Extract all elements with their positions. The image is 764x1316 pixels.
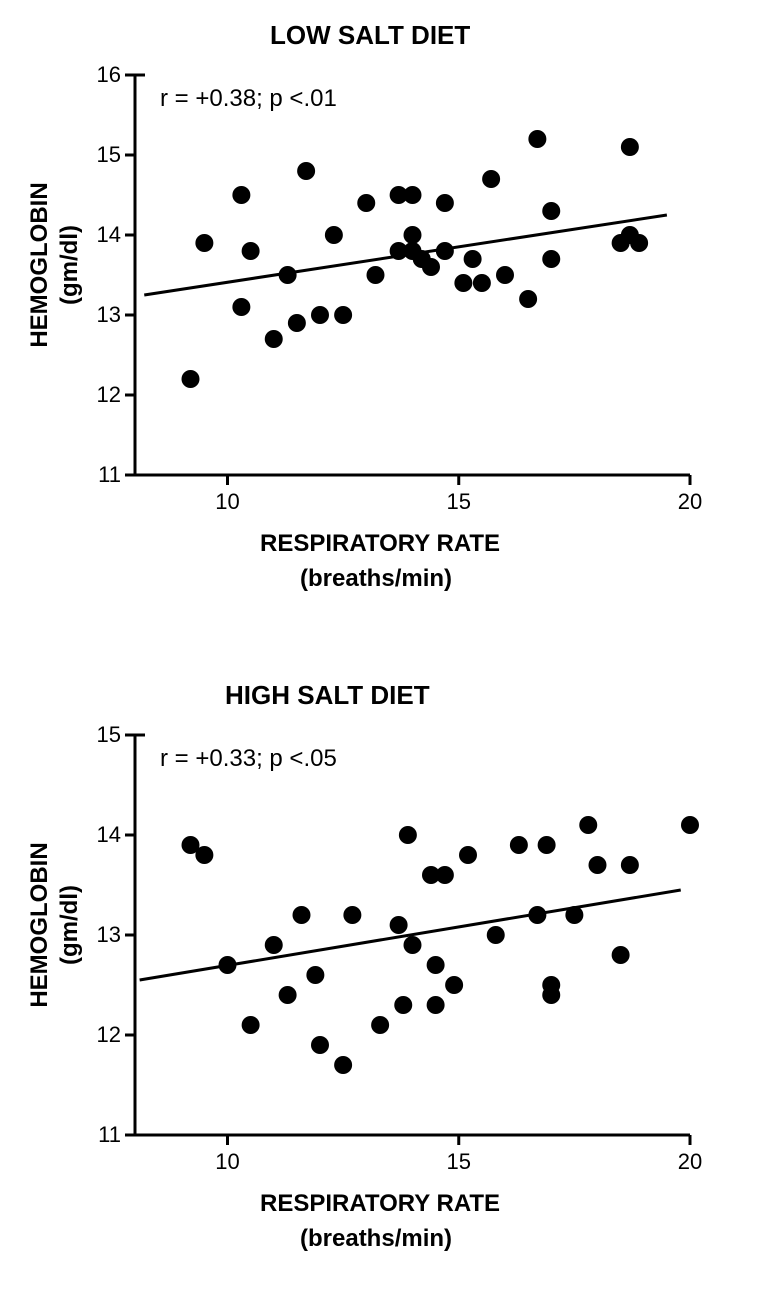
data-point <box>612 946 630 964</box>
data-point <box>343 906 361 924</box>
data-point <box>464 250 482 268</box>
data-point <box>371 1016 389 1034</box>
data-point <box>279 986 297 1004</box>
y-tick-label: 12 <box>97 1022 121 1048</box>
data-point <box>589 856 607 874</box>
x-tick-label: 20 <box>678 1149 702 1175</box>
data-point <box>630 234 648 252</box>
data-point <box>195 234 213 252</box>
data-point <box>579 816 597 834</box>
x-tick-label: 20 <box>678 489 702 515</box>
data-point <box>538 836 556 854</box>
data-point <box>311 1036 329 1054</box>
x-tick-label: 15 <box>447 1149 471 1175</box>
data-point <box>542 250 560 268</box>
data-point <box>404 226 422 244</box>
data-point <box>219 956 237 974</box>
data-point <box>265 330 283 348</box>
data-point <box>427 996 445 1014</box>
y-axis-label: HEMOGLOBIN <box>26 842 54 1007</box>
data-point <box>394 996 412 1014</box>
y-tick-label: 13 <box>97 922 121 948</box>
data-point <box>242 242 260 260</box>
data-point <box>232 298 250 316</box>
data-point <box>422 258 440 276</box>
data-point <box>334 1056 352 1074</box>
x-tick-label: 10 <box>215 489 239 515</box>
data-point <box>427 956 445 974</box>
data-point <box>436 194 454 212</box>
x-axis-label: RESPIRATORY RATE <box>260 530 500 558</box>
data-point <box>232 186 250 204</box>
data-point <box>334 306 352 324</box>
data-point <box>482 170 500 188</box>
data-point <box>390 916 408 934</box>
y-axis-units: (gm/dl) <box>56 885 84 965</box>
data-point <box>293 906 311 924</box>
y-tick-label: 12 <box>97 382 121 408</box>
data-point <box>399 826 417 844</box>
data-point <box>404 936 422 954</box>
data-point <box>565 906 583 924</box>
data-point <box>445 976 463 994</box>
data-point <box>473 274 491 292</box>
data-point <box>357 194 375 212</box>
data-point <box>519 290 537 308</box>
y-tick-label: 11 <box>98 1122 121 1148</box>
x-axis-units: (breaths/min) <box>300 1225 452 1253</box>
data-point <box>621 138 639 156</box>
data-point <box>288 314 306 332</box>
data-point <box>436 866 454 884</box>
y-tick-label: 15 <box>97 142 121 168</box>
y-axis-label: HEMOGLOBIN <box>26 182 54 347</box>
data-point <box>621 856 639 874</box>
x-axis-units: (breaths/min) <box>300 565 452 593</box>
y-tick-label: 14 <box>97 822 121 848</box>
data-point <box>528 130 546 148</box>
x-tick-label: 15 <box>447 489 471 515</box>
data-point <box>459 846 477 864</box>
data-point <box>542 202 560 220</box>
data-point <box>681 816 699 834</box>
data-point <box>265 936 283 954</box>
x-axis-label: RESPIRATORY RATE <box>260 1190 500 1218</box>
data-point <box>325 226 343 244</box>
chart-panel-top: LOW SALT DIETr = +0.38; p <.01RESPIRATOR… <box>0 0 764 640</box>
y-tick-label: 13 <box>97 302 121 328</box>
y-tick-label: 16 <box>97 62 121 88</box>
data-point <box>367 266 385 284</box>
data-point <box>195 846 213 864</box>
chart-panel-bottom: HIGH SALT DIETr = +0.33; p <.05RESPIRATO… <box>0 660 764 1300</box>
scatter-plot <box>105 705 720 1165</box>
data-point <box>487 926 505 944</box>
data-point <box>311 306 329 324</box>
data-point <box>297 162 315 180</box>
data-point <box>306 966 324 984</box>
data-point <box>454 274 472 292</box>
y-tick-label: 15 <box>97 722 121 748</box>
data-point <box>404 186 422 204</box>
data-point <box>542 976 560 994</box>
data-point <box>242 1016 260 1034</box>
x-tick-label: 10 <box>215 1149 239 1175</box>
data-point <box>496 266 514 284</box>
y-tick-label: 14 <box>97 222 121 248</box>
data-point <box>182 370 200 388</box>
data-point <box>528 906 546 924</box>
y-axis-units: (gm/dl) <box>56 225 84 305</box>
y-tick-label: 11 <box>98 462 121 488</box>
data-point <box>436 242 454 260</box>
scatter-plot <box>105 45 720 505</box>
data-point <box>279 266 297 284</box>
data-point <box>510 836 528 854</box>
